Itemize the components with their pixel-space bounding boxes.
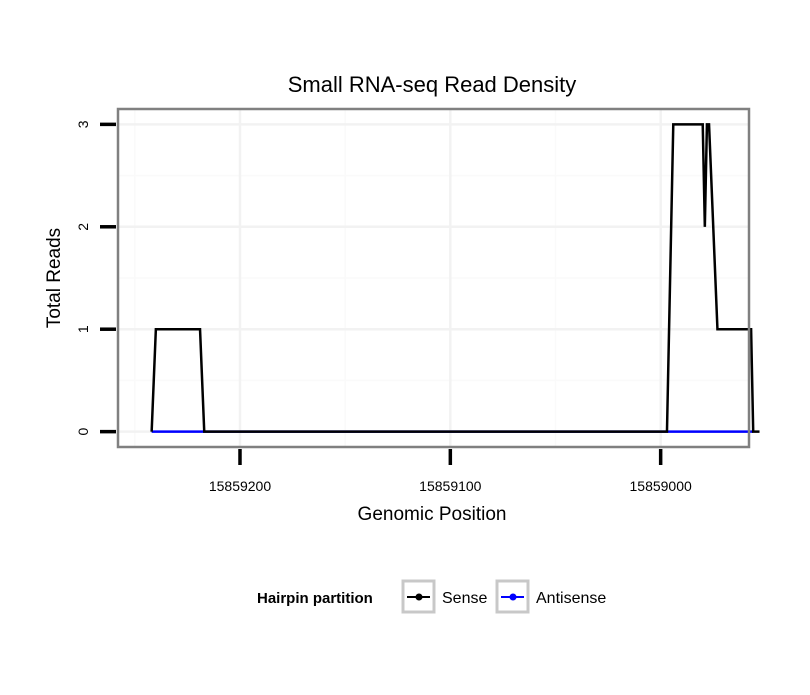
legend: Hairpin partition Sense Antisense	[257, 579, 606, 614]
x-tick-label: 15859000	[630, 478, 693, 494]
legend-item-antisense[interactable]: Antisense	[495, 579, 606, 614]
y-tick-label: 2	[75, 223, 91, 231]
legend-title: Hairpin partition	[257, 590, 373, 607]
legend-marker-antisense	[509, 593, 517, 601]
series-line-sense	[150, 123, 760, 433]
plot-border	[116, 107, 751, 449]
legend-label-antisense: Antisense	[536, 590, 606, 607]
legend-label-sense: Sense	[442, 590, 487, 607]
x-tick-label: 15859200	[209, 478, 272, 494]
y-axis-label: Total Reads	[44, 228, 65, 328]
series-layer	[150, 123, 760, 433]
x-tick-label: 15859100	[419, 478, 482, 494]
chart-title: Small RNA-seq Read Density	[288, 72, 577, 97]
axis-layer: 15859200 15859100 15859000 0 1 2 3	[75, 120, 692, 494]
y-tick-label: 3	[75, 120, 91, 128]
legend-marker-sense	[415, 593, 423, 601]
y-tick-label: 0	[75, 428, 91, 436]
y-tick-label: 1	[75, 325, 91, 333]
legend-item-sense[interactable]: Sense	[401, 579, 487, 614]
x-axis-label: Genomic Position	[358, 504, 507, 525]
